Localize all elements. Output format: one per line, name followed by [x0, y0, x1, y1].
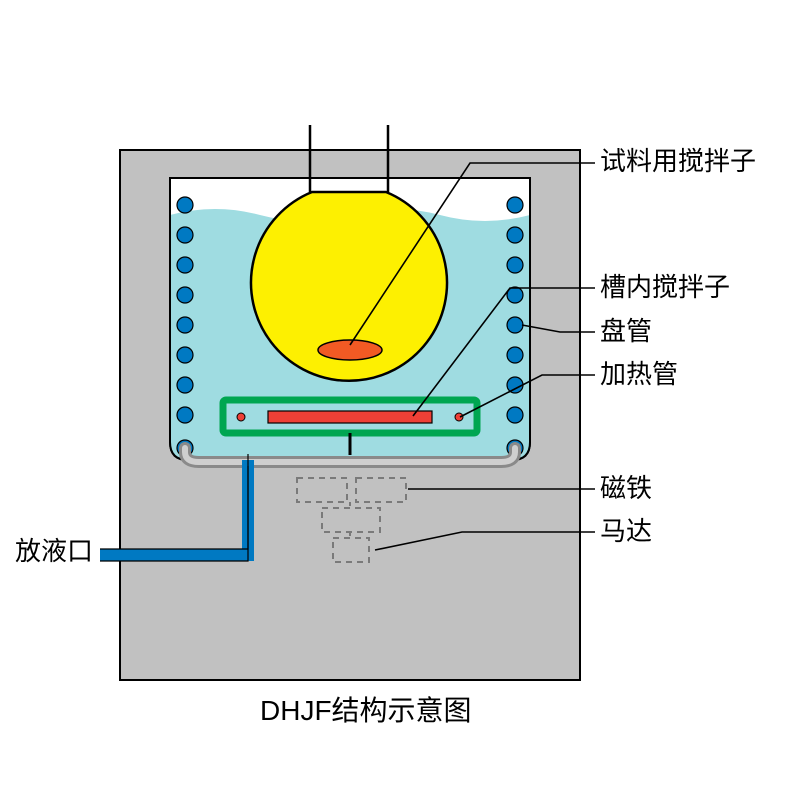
- tank-stirrer-bar: [268, 411, 432, 423]
- heater-tube-dot: [455, 413, 463, 421]
- label-motor: 马达: [600, 516, 652, 546]
- label-drain: 放液口: [15, 536, 93, 566]
- label-magnet: 磁铁: [600, 473, 652, 503]
- label-tank-stirrer: 槽内搅拌子: [600, 272, 730, 302]
- label-heater: 加热管: [600, 359, 678, 389]
- diagram-caption: DHJF结构示意图: [260, 695, 472, 726]
- label-sample-stirrer: 试料用搅拌子: [600, 146, 756, 176]
- label-coil: 盘管: [600, 316, 652, 346]
- dhjf-structure-diagram: 试料用搅拌子槽内搅拌子盘管加热管磁铁马达放液口 DHJF结构示意图: [0, 0, 800, 800]
- heater-tube-dot: [237, 413, 245, 421]
- sample-stirrer: [318, 340, 382, 360]
